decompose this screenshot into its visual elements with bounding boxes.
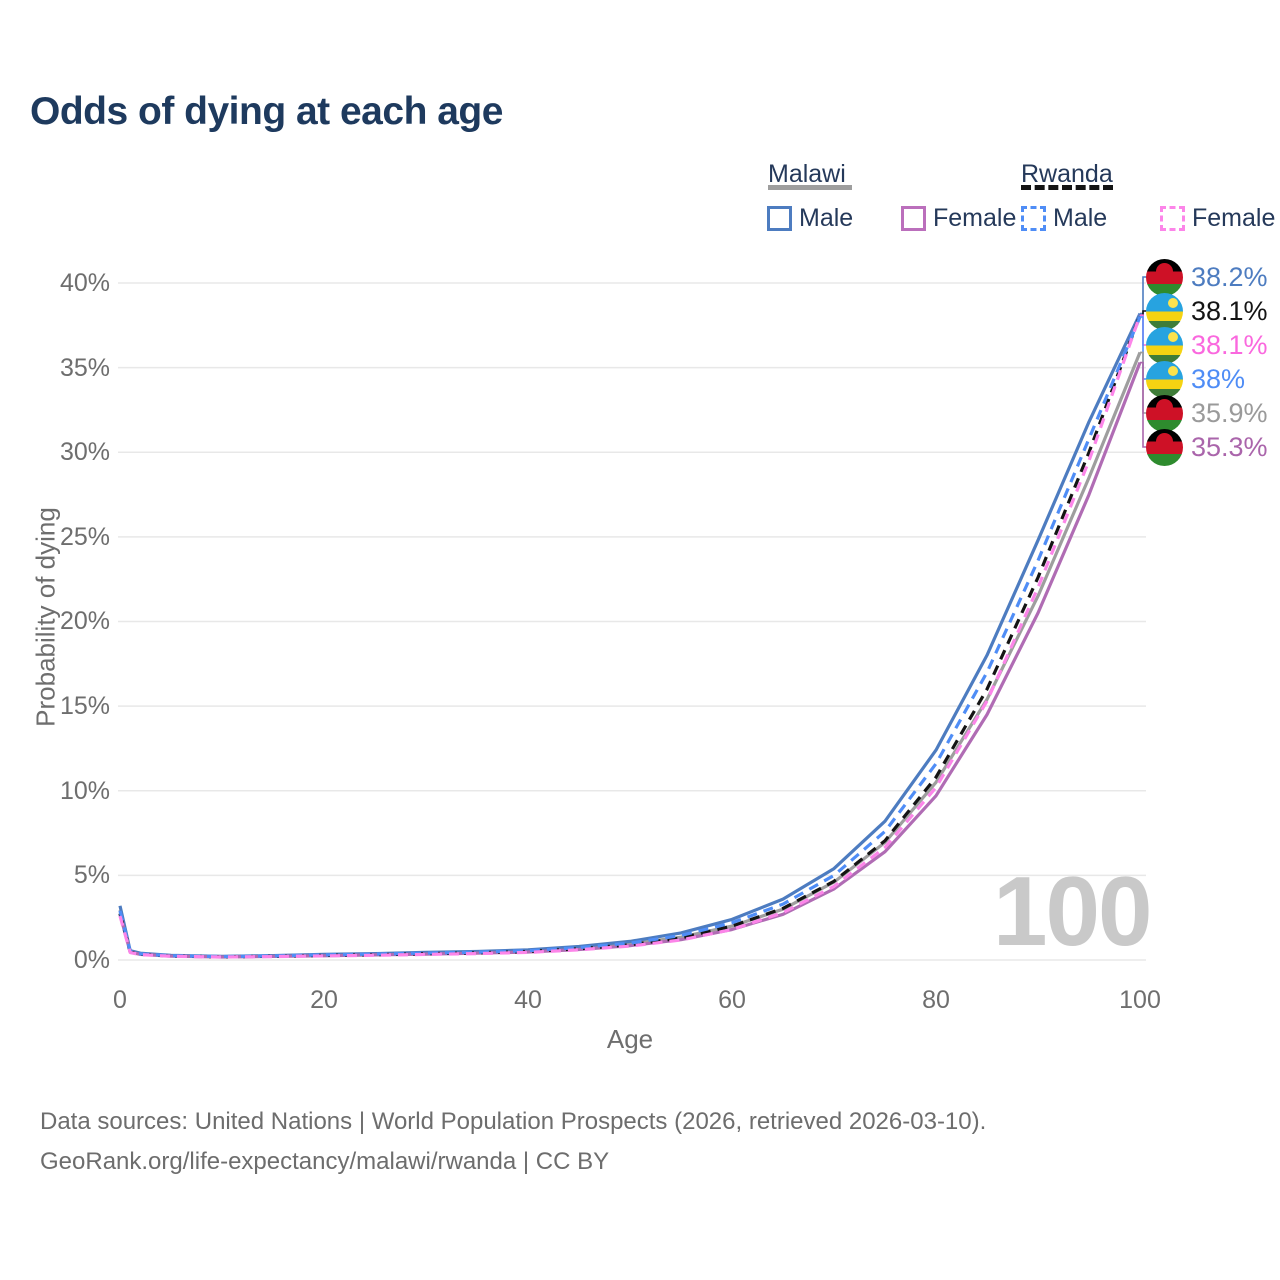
y-tick: 20% — [59, 607, 110, 635]
end-label-rwanda-female: 38.1% — [1146, 326, 1268, 364]
rwanda-flag-icon — [1146, 292, 1183, 330]
legend-country-malawi: Malawi — [768, 160, 846, 188]
malawi-flag-icon — [1146, 394, 1183, 432]
series-line-rwanda_female — [118, 314, 1142, 959]
end-label-malawi-total: 35.9% — [1146, 394, 1268, 432]
end-value: 38.1% — [1191, 295, 1268, 326]
legend-label: Female — [933, 204, 1017, 232]
y-tick: 5% — [73, 861, 110, 889]
legend-item-rwanda-female[interactable]: Female — [1160, 204, 1275, 233]
end-value: 38.2% — [1191, 261, 1268, 292]
end-label-malawi-female: 35.3% — [1146, 428, 1268, 466]
end-label-rwanda-total: 38.1% — [1146, 292, 1268, 330]
malawi-female-swatch-icon — [901, 206, 926, 231]
rwanda-female-swatch-icon — [1160, 206, 1185, 231]
series-line-rwanda_total — [118, 314, 1142, 959]
x-tick: 100 — [1119, 986, 1161, 1014]
footer-sources: Data sources: United Nations | World Pop… — [40, 1108, 987, 1135]
page-title: Odds of dying at each age — [30, 90, 503, 133]
y-tick: 15% — [59, 692, 110, 720]
x-axis-title: Age — [606, 1024, 654, 1054]
legend-item-malawi-male[interactable]: Male — [767, 204, 853, 233]
rwanda-line-style-sample — [1021, 185, 1113, 190]
legend-item-malawi-female[interactable]: Female — [901, 204, 1016, 233]
legend-item-rwanda-male[interactable]: Male — [1021, 204, 1107, 233]
x-tick: 0 — [113, 986, 127, 1014]
y-tick: 40% — [59, 269, 110, 297]
end-value: 35.3% — [1191, 431, 1268, 462]
series-line-malawi_female — [118, 361, 1142, 959]
rwanda-flag-icon — [1146, 360, 1183, 398]
legend-country-rwanda: Rwanda — [1021, 160, 1113, 188]
x-tick: 20 — [310, 986, 338, 1014]
y-tick: 30% — [59, 438, 110, 466]
y-axis-title: Probability of dying — [30, 507, 61, 727]
malawi-flag-icon — [1146, 428, 1183, 466]
legend-label: Female — [1192, 204, 1276, 232]
y-tick: 10% — [59, 777, 110, 805]
series-line-malawi_male — [118, 312, 1142, 958]
age-counter-watermark: 100 — [993, 856, 1153, 966]
leader-line-malawi_female — [1140, 361, 1148, 448]
end-label-rwanda-male: 38% — [1146, 360, 1245, 398]
legend-label: Male — [799, 204, 854, 232]
series-line-rwanda_male — [118, 316, 1142, 959]
end-value: 38% — [1191, 363, 1246, 394]
y-tick: 0% — [73, 946, 110, 974]
malawi-male-swatch-icon — [767, 206, 792, 231]
x-tick: 60 — [718, 986, 746, 1014]
malawi-flag-icon — [1146, 258, 1183, 296]
x-tick: 80 — [922, 986, 950, 1014]
y-tick: 35% — [59, 354, 110, 382]
y-tick: 25% — [59, 523, 110, 551]
leader-line-rwanda_male — [1140, 316, 1148, 380]
malawi-line-style-sample — [768, 185, 852, 190]
footer-link[interactable]: GeoRank.org/life-expectancy/malawi/rwand… — [40, 1148, 610, 1175]
rwanda-flag-icon — [1146, 326, 1183, 364]
legend-label: Male — [1053, 204, 1108, 232]
end-value: 38.1% — [1191, 329, 1268, 360]
leader-line-malawi_male — [1140, 276, 1148, 315]
x-tick: 40 — [514, 986, 542, 1014]
rwanda-male-swatch-icon — [1021, 206, 1046, 231]
end-label-malawi-male: 38.2% — [1146, 258, 1268, 296]
end-value: 35.9% — [1191, 397, 1268, 428]
